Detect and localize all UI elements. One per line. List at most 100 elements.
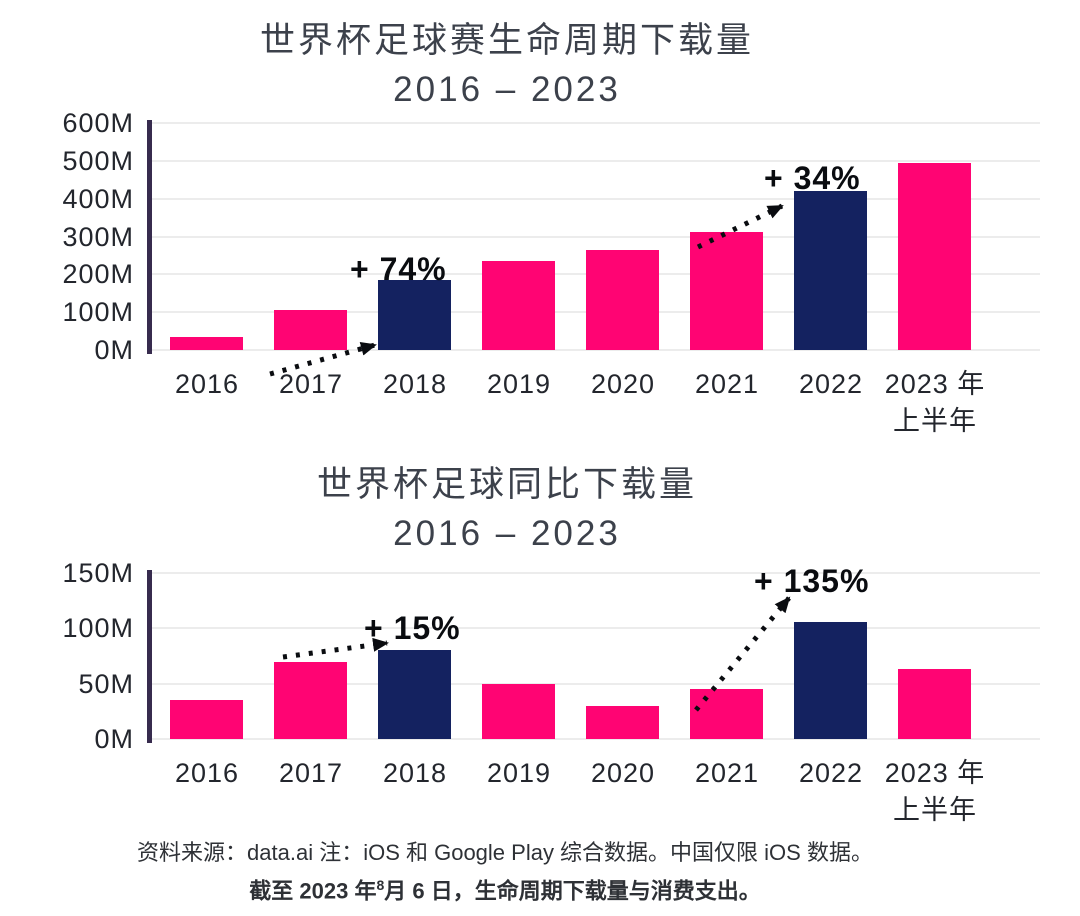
bar-2017-107M [274, 310, 347, 350]
chart1-y-axis-line [147, 120, 152, 354]
gridline-500M [152, 159, 1040, 162]
x-tick-line: 2021 [694, 758, 760, 788]
source-note-line2: 截至 2023 年8月 6 日，生命周期下载量与消费支出。 [0, 869, 1010, 907]
y-tick-150M: 150M [62, 558, 134, 588]
bar-slot [259, 573, 363, 739]
x-tick-line: 2016 [174, 758, 240, 788]
chart2-plot-area: + 15% + 135% [147, 563, 1040, 743]
bar-slot [363, 573, 467, 739]
x-tick-line: 2017 [278, 369, 344, 399]
x-tick-2021: 2021 [675, 366, 779, 440]
pct-change-label-2018: + 15% [364, 610, 461, 646]
bar-2023 年-495M [898, 163, 971, 350]
x-tick-line: 上半年 [893, 406, 977, 436]
x-tick-2021: 2021 [675, 755, 779, 829]
x-tick-2016: 2016 [155, 366, 259, 440]
y-tick-500M: 500M [62, 145, 134, 176]
y-tick-100M: 100M [62, 613, 134, 644]
chart1-plot-wrap: 600M 500M 400M 300M 200M 100M 0M + 74% + 34% 2… [0, 108, 1080, 453]
x-tick-2019: 2019 [467, 755, 571, 829]
x-tick-2023 年: 2023 年上半年 [883, 366, 987, 440]
chart2-title-line2: 2016 – 2023 [393, 514, 621, 553]
x-tick-line: 2023 年 [884, 369, 986, 399]
x-tick-line: 2018 [382, 369, 448, 399]
x-tick-line: 2021 [694, 369, 760, 399]
x-tick-line: 2020 [590, 369, 656, 399]
x-tick-2020: 2020 [571, 755, 675, 829]
x-tick-2022: 2022 [779, 366, 883, 440]
x-tick-2016: 2016 [155, 755, 259, 829]
chart2-bars [155, 573, 987, 739]
bar-2018-186M [378, 280, 451, 350]
pct-change-label-2022: + 135% [754, 563, 870, 599]
bar-slot [571, 123, 675, 350]
bar-slot [883, 123, 987, 350]
bar-slot [259, 123, 363, 350]
x-tick-2018: 2018 [363, 755, 467, 829]
y-tick-100M: 100M [62, 297, 134, 328]
gridline-0M [152, 349, 1040, 351]
x-tick-line: 上半年 [893, 795, 977, 825]
x-tick-2020: 2020 [571, 366, 675, 440]
bar-2017-70M [274, 662, 347, 739]
chart1-title-line1: 世界杯足球赛生命周期下载量 [259, 21, 754, 60]
bar-slot [363, 123, 467, 350]
bar-slot [779, 573, 883, 739]
x-tick-line: 2016 [174, 369, 240, 399]
bar-slot [883, 573, 987, 739]
y-tick-0M: 0M [94, 335, 134, 365]
bar-2018-80M [378, 650, 451, 739]
bar-slot [675, 123, 779, 350]
bar-slot [571, 573, 675, 739]
x-tick-line: 2022 [798, 758, 864, 788]
chart2-x-axis-labels: 2016 2017 2018 2019 2020 2021 2022 2023 年上半年 [155, 755, 987, 829]
x-tick-line: 2017 [278, 758, 344, 788]
bar-2016-35M [170, 337, 243, 350]
source-note-line2-prefix: 截至 2023 年 [249, 878, 377, 904]
x-tick-2017: 2017 [259, 755, 363, 829]
chart2-title-line1: 世界杯足球同比下载量 [316, 465, 697, 504]
source-note: 资料来源：data.ai 注：iOS 和 Google Play 综合数据。中国… [0, 836, 1010, 907]
bar-2023 年-63M [898, 669, 971, 739]
chart1-bars [155, 123, 987, 350]
y-tick-600M: 600M [62, 108, 134, 138]
x-tick-2019: 2019 [467, 366, 571, 440]
x-tick-2022: 2022 [779, 755, 883, 829]
chart2-plot-wrap: 150M 100M 50M 0M + 15% + 135% 2016 2017 2018 2… [0, 558, 1080, 833]
y-tick-200M: 200M [62, 259, 134, 290]
x-tick-2017: 2017 [259, 366, 363, 440]
y-tick-300M: 300M [62, 221, 134, 252]
x-tick-line: 2019 [486, 758, 552, 788]
bar-2019-50M [482, 684, 555, 739]
chart1-x-axis-labels: 2016 2017 2018 2019 2020 2021 2022 2023 年上半年 [155, 366, 987, 440]
chart1-title-line2: 2016 – 2023 [393, 70, 621, 109]
source-note-line2-suffix: 月 6 日，生命周期下载量与消费支出。 [384, 878, 761, 904]
chart1-title: 世界杯足球赛生命周期下载量 2016 – 2023 [0, 16, 1014, 114]
bar-slot [155, 123, 259, 350]
bar-2016-35M [170, 700, 243, 739]
y-tick-0M: 0M [94, 724, 134, 754]
bar-2021-313M [690, 232, 763, 350]
chart1-plot-area: + 74% + 34% [147, 120, 1040, 377]
chart2-y-axis-line [147, 570, 152, 743]
bar-slot [779, 123, 883, 350]
gridline-100M [152, 627, 1040, 630]
bar-slot [155, 573, 259, 739]
gridline-600M [152, 122, 1040, 124]
bar-2020-265M [586, 250, 659, 350]
pct-change-label-2018: + 74% [350, 251, 447, 287]
bar-2020-30M [586, 706, 659, 739]
gridline-400M [152, 197, 1040, 200]
chart2-title: 世界杯足球同比下载量 2016 – 2023 [0, 460, 1014, 558]
source-note-line2-superscript: 8 [376, 877, 385, 893]
bar-slot [467, 123, 571, 350]
gridline-300M [152, 235, 1040, 238]
gridline-0M [152, 738, 1040, 740]
x-tick-2018: 2018 [363, 366, 467, 440]
x-tick-2023 年: 2023 年上半年 [883, 755, 987, 829]
gridline-150M [152, 572, 1040, 574]
bar-2019-235M [482, 261, 555, 350]
bar-2022-420M [794, 191, 867, 350]
pct-change-label-2022: + 34% [764, 160, 861, 196]
bar-2022-106M [794, 622, 867, 739]
